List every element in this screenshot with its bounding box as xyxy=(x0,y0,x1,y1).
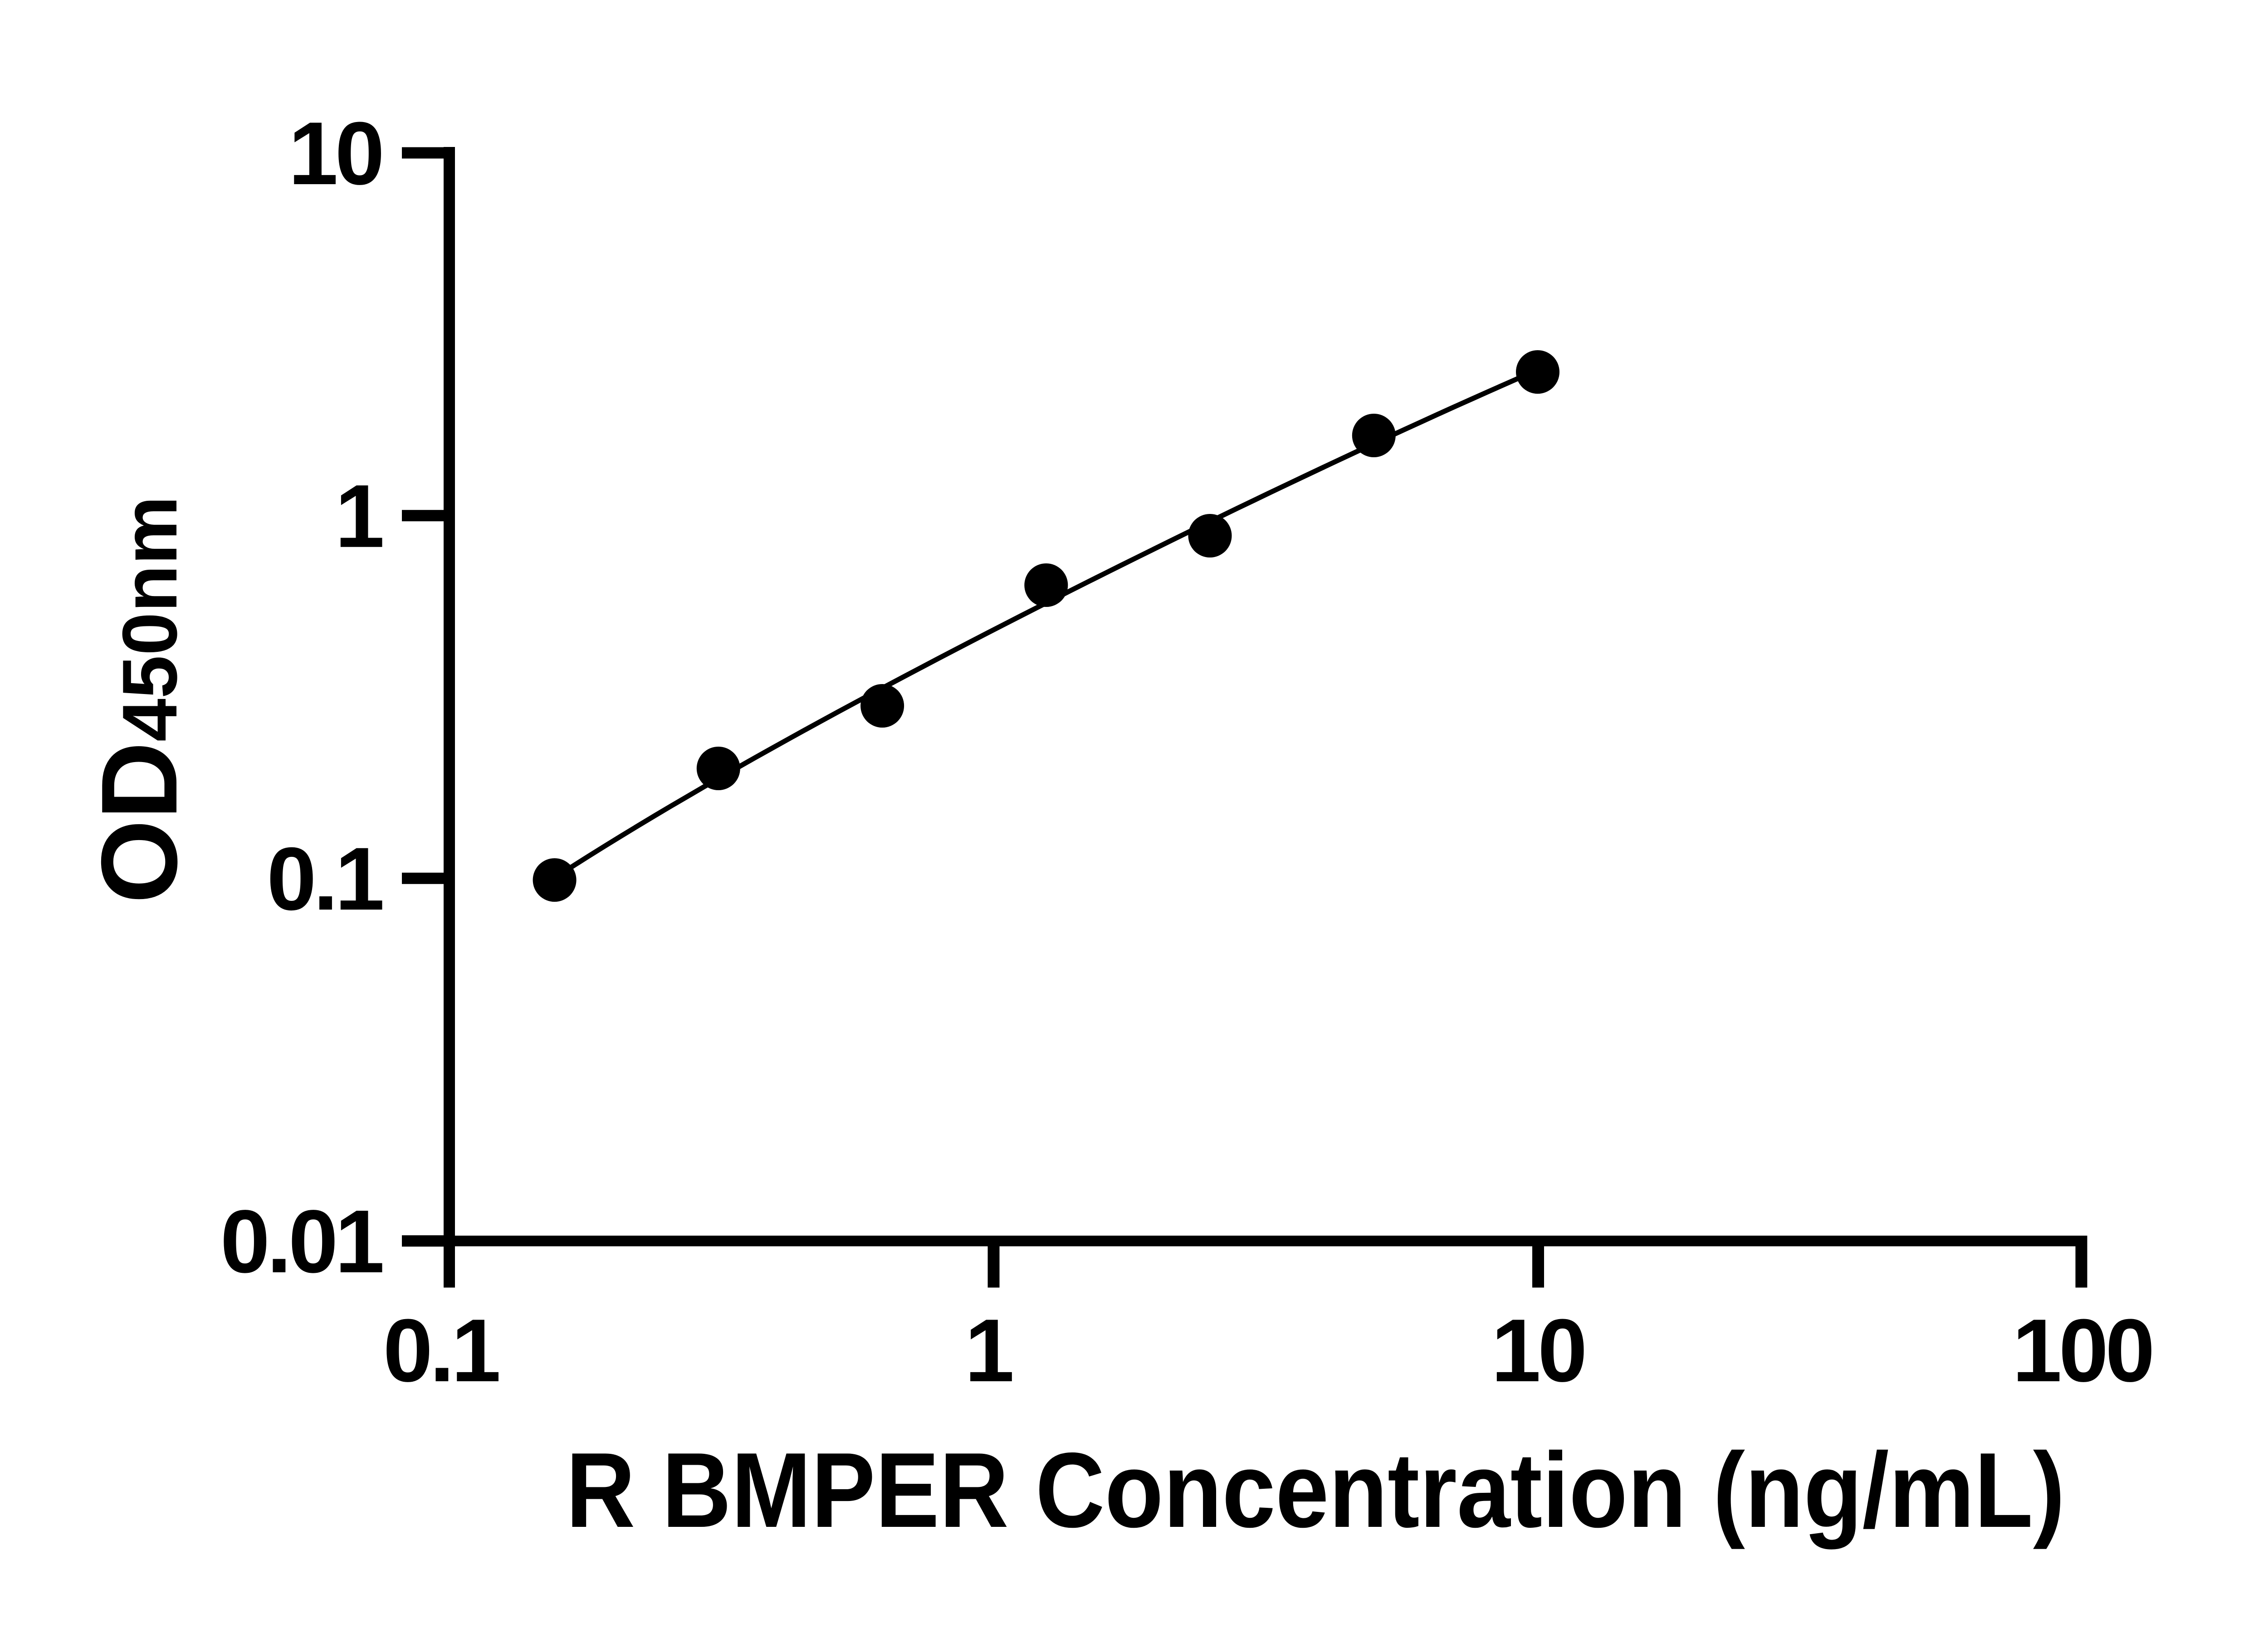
svg-text:0.1: 0.1 xyxy=(267,829,382,929)
svg-text:1: 1 xyxy=(335,466,382,566)
svg-text:100: 100 xyxy=(2012,1301,2152,1400)
svg-text:1: 1 xyxy=(965,1301,1012,1400)
svg-text:OD450nm: OD450nm xyxy=(79,496,200,904)
svg-text:R BMPER Concentration (ng/mL): R BMPER Concentration (ng/mL) xyxy=(566,1430,2065,1550)
svg-text:10: 10 xyxy=(288,103,381,203)
svg-text:0.1: 0.1 xyxy=(383,1301,499,1400)
svg-text:10: 10 xyxy=(1491,1301,1584,1400)
svg-text:0.01: 0.01 xyxy=(220,1192,383,1291)
